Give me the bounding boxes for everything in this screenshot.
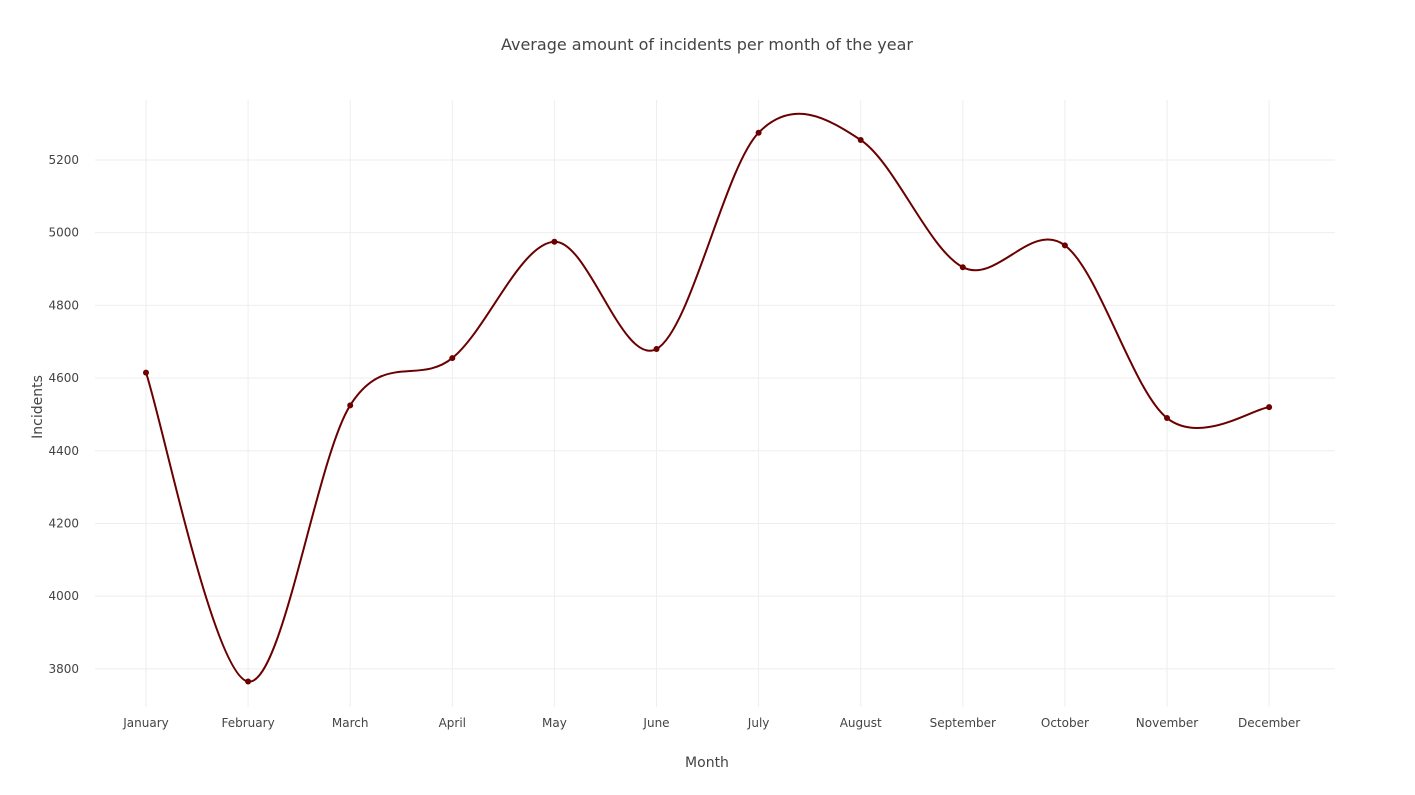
x-tick-labels: January February March April May June July Augu…	[122, 716, 1300, 730]
grid-layer	[95, 100, 1335, 707]
data-point[interactable]	[143, 369, 149, 376]
x-tick-label: June	[642, 716, 669, 730]
data-point[interactable]	[857, 136, 864, 143]
data-point[interactable]	[551, 238, 558, 245]
data-point[interactable]	[755, 129, 762, 136]
x-tick-label: April	[439, 716, 466, 730]
data-point[interactable]	[1061, 242, 1068, 249]
x-tick-label: December	[1238, 716, 1300, 730]
y-tick-label: 4800	[48, 298, 79, 312]
chart-title: Average amount of incidents per month of…	[501, 35, 913, 54]
y-tick-label: 4600	[48, 371, 79, 385]
data-point[interactable]	[245, 678, 252, 685]
x-tick-label: July	[747, 716, 770, 730]
data-point[interactable]	[449, 355, 456, 362]
y-tick-label: 5000	[48, 226, 79, 240]
marker-layer	[143, 129, 1273, 685]
x-tick-label: February	[222, 716, 275, 730]
x-axis-title: Month	[685, 755, 729, 771]
data-point[interactable]	[1164, 415, 1170, 422]
x-tick-label: May	[542, 716, 567, 730]
x-tick-label: August	[840, 716, 882, 730]
x-tick-label: November	[1136, 716, 1198, 730]
y-tick-labels: 3800 4000 4200 4400 4600 4800 5000 5200	[48, 153, 79, 676]
x-tick-label: September	[930, 716, 996, 730]
data-point[interactable]	[347, 402, 354, 409]
y-axis-title: Incidents	[30, 375, 46, 439]
x-tick-label: March	[332, 716, 369, 730]
x-tick-label: October	[1041, 716, 1089, 730]
x-tick-label: January	[122, 716, 169, 730]
data-point[interactable]	[959, 264, 966, 271]
y-tick-label: 4400	[48, 444, 79, 458]
data-point[interactable]	[1266, 404, 1273, 411]
y-tick-label: 3800	[48, 662, 79, 676]
y-tick-label: 4000	[48, 589, 79, 603]
data-point[interactable]	[653, 345, 660, 352]
y-tick-label: 4200	[48, 516, 79, 530]
y-tick-label: 5200	[48, 153, 79, 167]
